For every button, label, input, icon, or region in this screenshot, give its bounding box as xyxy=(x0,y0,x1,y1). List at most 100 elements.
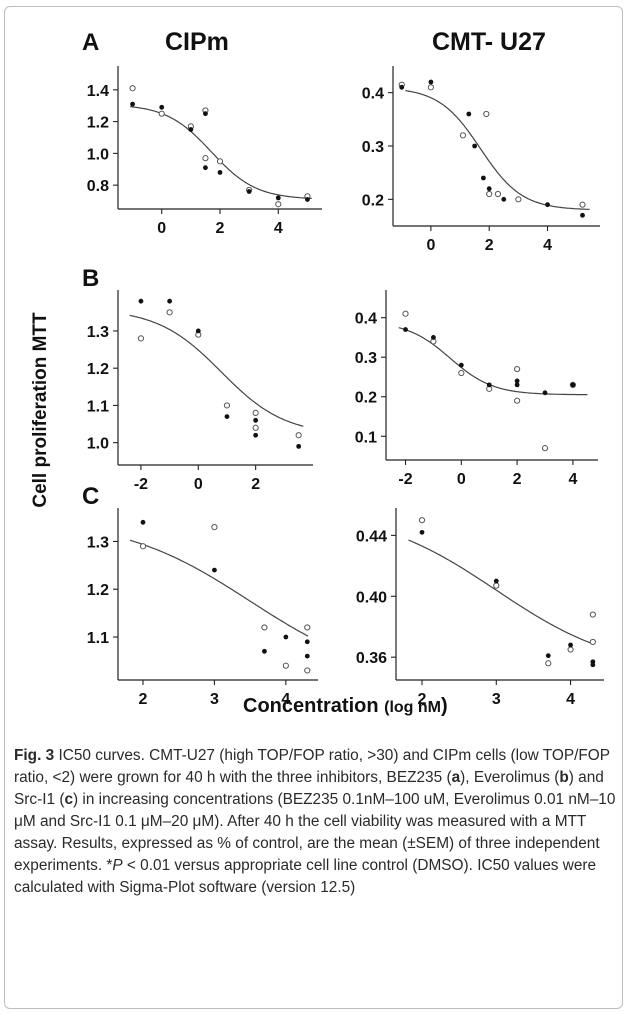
figure-caption: Fig. 3 IC50 curves. CMT-U27 (high TOP/FO… xyxy=(14,745,618,899)
data-point-open xyxy=(493,582,500,589)
data-point-filled xyxy=(203,111,208,117)
column-header-cmt: CMT- U27 xyxy=(432,28,546,56)
fit-curve xyxy=(398,327,588,396)
fit-curve xyxy=(408,539,594,645)
data-point-open xyxy=(216,158,224,165)
caption-text-2: ), Everolimus ( xyxy=(460,769,560,786)
y-tick-label: 1.2 xyxy=(87,115,109,132)
caption-text-4: ) in increasing concentrations (BEZ235 0… xyxy=(14,791,616,874)
caption-panel-b: b xyxy=(559,769,569,786)
y-tick-label: 1.1 xyxy=(87,630,109,647)
data-point-filled xyxy=(304,639,310,645)
y-tick-label: 1.0 xyxy=(87,436,109,453)
data-point-open xyxy=(458,369,465,377)
data-point-filled xyxy=(431,335,436,340)
y-tick-label: 0.1 xyxy=(355,429,377,446)
x-tick-label: 2 xyxy=(485,237,494,254)
data-point-open xyxy=(158,110,165,117)
plot-panel-b-cmt: 0.1 0.2 0.3 0.4 -2 0 2 4 xyxy=(355,290,598,488)
y-tick-label: 1.0 xyxy=(87,146,109,163)
data-point-filled xyxy=(130,101,135,107)
data-point-filled xyxy=(283,634,289,640)
x-axis-label-main: Concentration xyxy=(243,695,384,717)
y-tick-label: 1.3 xyxy=(87,324,109,341)
data-point-open xyxy=(567,646,574,653)
caption-fig-label: Fig. 3 xyxy=(14,747,55,764)
x-tick-label: 4 xyxy=(281,691,290,708)
y-tick-label: 0.2 xyxy=(355,390,377,407)
data-point-filled xyxy=(472,143,478,149)
data-point-open xyxy=(418,517,426,524)
x-tick-label: 2 xyxy=(216,220,225,237)
data-point-open xyxy=(139,543,147,550)
data-point-open xyxy=(211,524,218,531)
data-point-filled xyxy=(501,196,507,202)
data-point-filled xyxy=(466,111,472,117)
data-point-filled xyxy=(167,298,173,304)
x-tick-label: 4 xyxy=(566,691,575,708)
x-axis-label-paren: ) xyxy=(441,695,448,717)
data-point-open xyxy=(579,201,586,208)
data-point-filled xyxy=(580,212,585,218)
data-point-open xyxy=(514,397,521,404)
figure-frame xyxy=(4,6,623,1009)
data-point-filled xyxy=(275,195,281,201)
data-point-open xyxy=(459,132,467,139)
x-tick-label: 4 xyxy=(274,220,283,237)
data-point-open xyxy=(545,660,552,667)
fit-curve xyxy=(130,106,312,199)
data-point-filled xyxy=(217,170,223,175)
data-point-filled xyxy=(159,104,165,110)
plot-panel-a-cmt: 0.2 0.3 0.4 0 2 4 xyxy=(362,66,600,254)
fit-curve xyxy=(129,314,304,427)
data-point-filled xyxy=(545,653,551,659)
data-point-open xyxy=(252,424,259,431)
row-label-c: C xyxy=(82,483,99,510)
plot-panels: 0.81.01.21.40 2 40.20.30.40 2 41.01.11.21.3-… xyxy=(87,66,604,708)
x-tick-label: 2 xyxy=(513,471,522,488)
caption-text-5: < 0.01 versus appropriate cell line cont… xyxy=(14,857,597,896)
data-point-open xyxy=(486,190,493,198)
x-tick-label: 4 xyxy=(568,471,577,488)
data-point-open xyxy=(275,201,282,208)
y-tick-label: 0.36 xyxy=(356,650,387,667)
data-point-filled xyxy=(138,298,144,304)
caption-text-3: ) and Src-I1 ( xyxy=(14,769,604,808)
data-point-filled xyxy=(246,189,252,194)
y-tick-label: 0.40 xyxy=(356,589,387,606)
x-tick-label: 3 xyxy=(492,691,501,708)
data-point-filled xyxy=(514,382,520,388)
data-point-open xyxy=(514,365,521,373)
y-tick-label: 0.4 xyxy=(355,311,377,328)
data-point-filled xyxy=(570,382,576,388)
data-point-filled xyxy=(590,659,596,665)
y-tick-label: 1.2 xyxy=(87,582,109,599)
data-point-filled xyxy=(419,529,425,535)
plot-panel-b-cipm: 1.0 1.1 1.2 1.3 -2 0 2 xyxy=(87,290,313,493)
caption-panel-a: a xyxy=(451,769,461,786)
data-point-open xyxy=(166,309,173,316)
data-point-open xyxy=(137,335,145,342)
y-tick-label: 0.4 xyxy=(362,86,384,103)
data-point-filled xyxy=(542,390,548,396)
data-point-filled xyxy=(458,362,464,368)
data-point-open xyxy=(515,196,522,203)
data-point-open xyxy=(589,638,596,646)
plot-panel-c-cipm: 1.1 1.2 1.3 2 3 4 xyxy=(87,508,318,708)
data-point-filled xyxy=(403,327,408,332)
x-tick-label: 2 xyxy=(251,476,260,493)
data-point-filled xyxy=(296,443,302,449)
x-tick-label: 0 xyxy=(457,471,466,488)
x-tick-label: 2 xyxy=(139,691,148,708)
column-header-cipm: CIPm xyxy=(165,28,229,56)
y-tick-label: 1.3 xyxy=(87,534,109,551)
y-tick-label: 0.44 xyxy=(356,528,387,545)
data-point-open xyxy=(202,155,209,162)
x-axis-label-unit: (log nM xyxy=(384,699,441,716)
caption-p-symbol: P xyxy=(112,857,123,874)
x-tick-label: 3 xyxy=(210,691,219,708)
x-tick-label: 2 xyxy=(418,691,427,708)
y-tick-label: 0.2 xyxy=(362,192,384,209)
data-point-open xyxy=(261,624,268,631)
data-point-filled xyxy=(486,186,492,192)
